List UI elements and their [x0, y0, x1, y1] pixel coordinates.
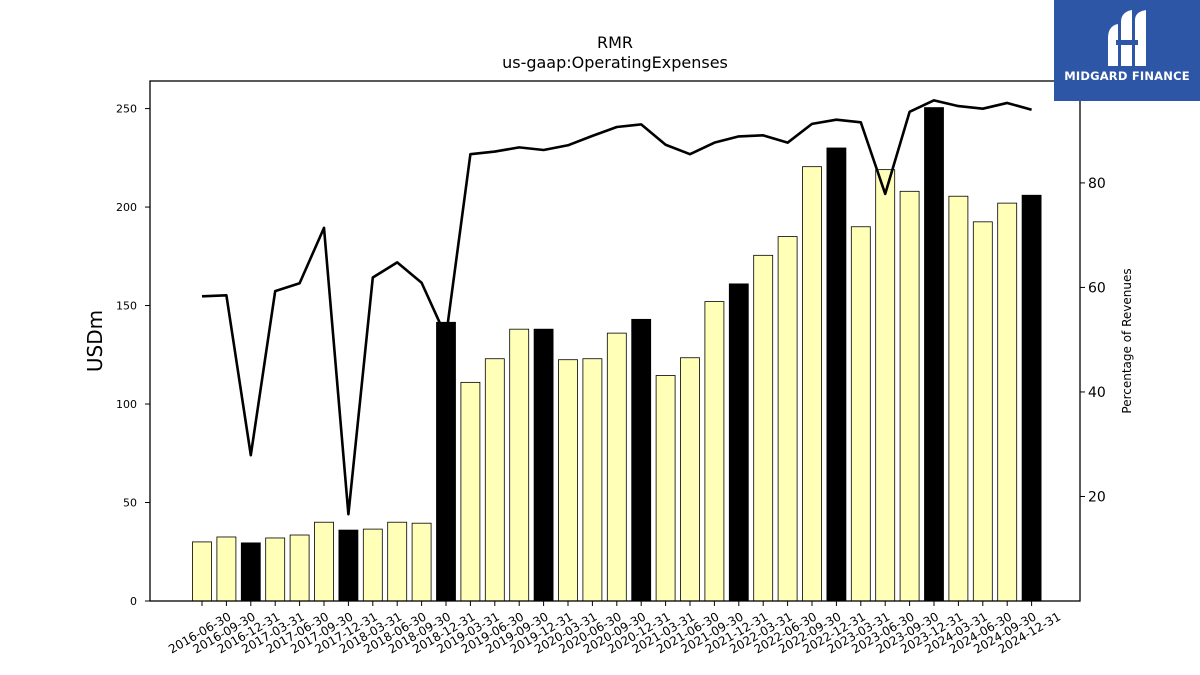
bar-2017-09-30 — [314, 521, 334, 602]
y-tick-label-200: 200 — [116, 201, 137, 214]
y2-tick-label-40: 40 — [1088, 385, 1106, 401]
bar-2024-09-30 — [997, 202, 1018, 602]
bar-2021-12-31 — [728, 283, 749, 602]
bar-2016-09-30 — [216, 536, 237, 602]
bar-2024-06-30 — [972, 221, 993, 602]
bar-2021-03-31 — [655, 375, 676, 602]
bar-2022-09-30 — [802, 166, 822, 602]
bar-2023-09-30 — [899, 190, 920, 602]
y2-tick-label-80: 80 — [1088, 176, 1106, 192]
y-tick-label-100: 100 — [116, 398, 137, 411]
bar-2020-12-31 — [631, 318, 652, 602]
y-tick-label-0: 0 — [130, 595, 137, 608]
plot-frame — [149, 80, 1081, 602]
bar-2023-06-30 — [875, 169, 896, 602]
brand-logo: MIDGARD FINANCE — [1054, 0, 1200, 101]
bar-2022-12-31 — [826, 147, 847, 602]
bar-2021-09-30 — [704, 301, 725, 602]
x-axis: 2016-06-302016-09-302016-12-312017-03-31… — [166, 601, 1063, 656]
y-axis-right: 20 40 60 80 — [1080, 176, 1106, 505]
line-series — [201, 99, 1032, 516]
bar-2019-06-30 — [484, 358, 505, 602]
bar-2019-12-31 — [533, 328, 554, 602]
y2-tick-label-20: 20 — [1088, 489, 1106, 505]
bar-2017-03-31 — [265, 537, 286, 602]
bar-2018-06-30 — [387, 521, 408, 602]
bar-2020-03-31 — [558, 359, 578, 602]
y2-axis-label: Percentage of Revenues — [1120, 268, 1134, 413]
y-axis-label: USDm — [83, 310, 107, 372]
bar-2018-09-30 — [411, 522, 432, 602]
y-tick-label-150: 150 — [116, 300, 137, 313]
bar-2022-06-30 — [777, 236, 798, 602]
bar-2023-12-31 — [924, 107, 944, 602]
bar-2020-06-30 — [582, 358, 603, 602]
bar-2018-12-31 — [436, 321, 456, 602]
chart-title: RMR — [597, 33, 633, 52]
bar-series — [192, 107, 1042, 602]
bar-2023-03-31 — [850, 226, 871, 602]
chart-subtitle: us-gaap:OperatingExpenses — [502, 53, 728, 72]
bar-2020-09-30 — [606, 332, 627, 602]
bar-2016-12-31 — [240, 542, 261, 602]
bar-2019-03-31 — [460, 381, 481, 602]
bar-2016-06-30 — [192, 541, 212, 602]
percentage-line — [201, 99, 1032, 516]
bar-2017-06-30 — [289, 534, 310, 602]
bar-2019-09-30 — [509, 328, 530, 602]
brand-name: MIDGARD FINANCE — [1064, 69, 1190, 83]
bar-2024-12-31 — [1021, 194, 1042, 602]
midgard-logo-icon — [1108, 10, 1146, 66]
bar-2021-06-30 — [680, 357, 700, 602]
y-axis-left: 0 50 100 150 200 250 — [116, 103, 150, 608]
y2-tick-label-60: 60 — [1088, 280, 1106, 296]
bar-2018-03-31 — [362, 528, 383, 602]
bar-2024-03-31 — [948, 195, 969, 602]
bar-2022-03-31 — [753, 254, 774, 602]
y-tick-label-250: 250 — [116, 103, 137, 116]
bar-2017-12-31 — [338, 529, 359, 602]
y-tick-label-50: 50 — [123, 497, 137, 510]
